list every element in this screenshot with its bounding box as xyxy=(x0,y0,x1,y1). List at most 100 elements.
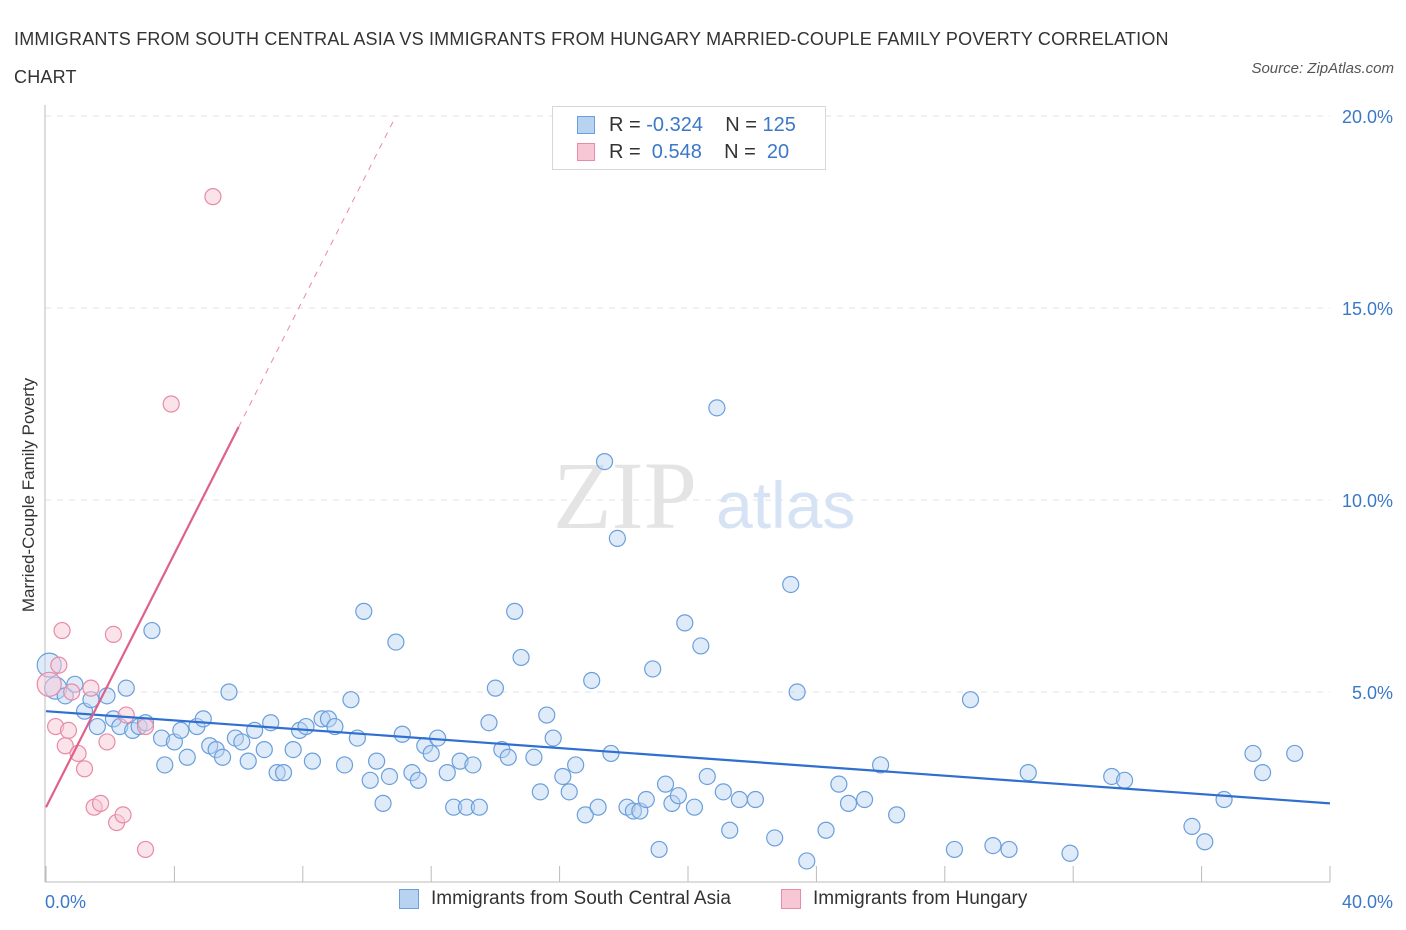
blue-point xyxy=(602,744,620,763)
y-tick-label: 5.0% xyxy=(1352,683,1393,703)
blue-point xyxy=(544,729,562,747)
blue-point xyxy=(445,798,463,816)
blue-point xyxy=(608,529,626,548)
blue-point xyxy=(560,783,578,801)
blue-point xyxy=(644,660,662,678)
y-tick-label: 20.0% xyxy=(1342,107,1393,127)
blue-point xyxy=(830,775,848,793)
blue-point xyxy=(839,794,858,812)
pink-point xyxy=(91,794,110,812)
blue-point xyxy=(708,399,726,417)
pink-trend-extension xyxy=(238,115,397,428)
legend-r-label: R = xyxy=(609,113,641,136)
blue-point xyxy=(698,767,716,786)
blue-point xyxy=(464,756,482,774)
blue-point xyxy=(194,710,212,728)
blue-point xyxy=(766,829,784,847)
blue-point xyxy=(746,790,765,809)
blue-point xyxy=(268,764,286,782)
legend-n-label: N = xyxy=(725,113,757,136)
blue-point xyxy=(409,771,427,789)
watermark-atlas: atlas xyxy=(716,468,855,542)
legend-r-label: R = xyxy=(609,140,641,163)
x-tick-label: 40.0% xyxy=(1342,892,1393,912)
blue-point xyxy=(1019,764,1037,782)
blue-point xyxy=(945,840,964,859)
blue-point xyxy=(88,717,106,736)
legend-n-label: N = xyxy=(724,140,756,163)
blue-point xyxy=(313,710,331,728)
blue-point xyxy=(1183,817,1201,836)
blue-point xyxy=(1253,764,1272,782)
pink-point xyxy=(117,706,135,724)
blue-point xyxy=(374,794,392,812)
blue-swatch xyxy=(577,116,595,134)
blue-point xyxy=(361,771,379,789)
blue-point xyxy=(178,748,196,766)
blue-point xyxy=(714,783,732,801)
blue-legend-swatch xyxy=(399,889,419,909)
blue-point xyxy=(782,575,800,594)
pink-point xyxy=(63,683,81,701)
blue-point xyxy=(152,729,171,747)
y-axis-title: Married-Couple Family Poverty xyxy=(19,377,38,612)
legend-n-value: 20 xyxy=(761,140,790,163)
blue-point xyxy=(220,683,238,701)
pink-point xyxy=(36,671,62,697)
blue-point xyxy=(1115,771,1134,789)
pink-point xyxy=(59,721,78,740)
blue-point xyxy=(457,798,476,816)
blue-point xyxy=(589,798,607,816)
blue-point xyxy=(422,744,440,763)
legend-r-value: -0.324 xyxy=(646,113,703,136)
blue-point xyxy=(525,748,543,766)
blue-point xyxy=(380,767,399,786)
legend-blue-label: Immigrants from South Central Asia xyxy=(431,888,731,909)
pink-point xyxy=(50,656,68,674)
blue-point xyxy=(480,714,498,732)
blue-point xyxy=(438,764,456,782)
blue-point xyxy=(255,740,273,759)
blue-point xyxy=(730,790,748,809)
blue-point xyxy=(274,764,293,782)
x-tick-label: 0.0% xyxy=(45,892,86,912)
pink-point xyxy=(204,188,222,206)
pink-legend-swatch xyxy=(781,889,801,909)
pink-trend-line xyxy=(45,426,240,808)
blue-point xyxy=(233,733,251,751)
trend-lines xyxy=(45,115,1331,808)
blue-point xyxy=(239,752,257,770)
blue-point xyxy=(1103,767,1121,786)
blue-point xyxy=(387,633,405,651)
watermark-zip: ZIP xyxy=(553,442,697,549)
legend-item-pink: Immigrants from Hungary xyxy=(781,888,1027,910)
blue-point xyxy=(567,756,585,774)
blue-point xyxy=(1244,744,1262,763)
blue-point xyxy=(538,706,556,724)
blue-point xyxy=(143,621,161,640)
blue-point xyxy=(512,648,530,667)
legend-pink-label: Immigrants from Hungary xyxy=(813,888,1028,909)
blue-point xyxy=(1286,744,1304,763)
correlation-legend: R = -0.324 N = 125 R = 0.548 N = 20 xyxy=(552,106,826,170)
blue-point xyxy=(637,790,655,809)
axes xyxy=(44,105,1331,883)
blue-trend-line xyxy=(45,710,1331,805)
blue-point xyxy=(335,756,354,774)
legend-n-value: 125 xyxy=(762,113,796,136)
blue-point xyxy=(297,717,315,736)
pink-series-points xyxy=(36,188,222,859)
blue-point xyxy=(342,691,360,709)
blue-point xyxy=(855,790,874,809)
blue-point xyxy=(583,671,601,690)
blue-point xyxy=(531,783,549,801)
blue-point xyxy=(984,836,1002,855)
y-tick-label: 15.0% xyxy=(1342,299,1393,319)
legend-r-value: 0.548 xyxy=(646,140,702,163)
pink-point xyxy=(114,806,132,824)
chart-title: IMMIGRANTS FROM SOUTH CENTRAL ASIA VS IM… xyxy=(14,29,1169,87)
blue-point xyxy=(303,752,322,770)
pink-swatch xyxy=(577,143,595,161)
blue-point xyxy=(506,602,524,620)
